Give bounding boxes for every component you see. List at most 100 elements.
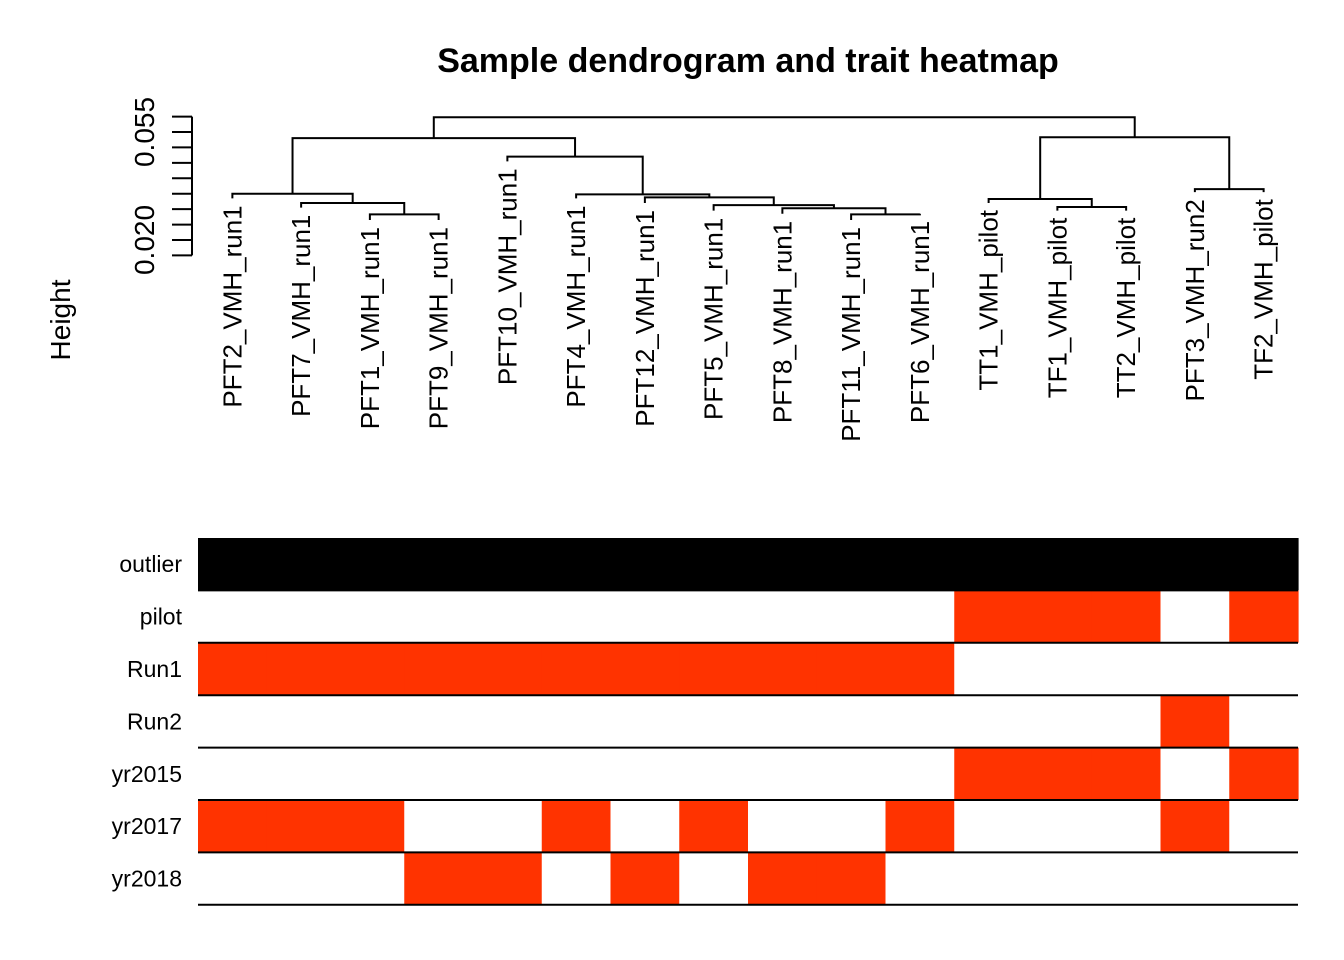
cell-outlier-2 bbox=[335, 538, 405, 591]
cell-yr2018-11 bbox=[954, 852, 1024, 905]
cell-pilot-1 bbox=[266, 590, 337, 643]
cell-yr2015-0 bbox=[198, 747, 268, 800]
cell-outlier-7 bbox=[679, 538, 749, 591]
cell-Run1-4 bbox=[473, 642, 543, 696]
cell-outlier-9 bbox=[816, 538, 887, 591]
cell-Run2-11 bbox=[954, 695, 1024, 748]
cell-pilot-10 bbox=[885, 590, 955, 643]
cell-yr2018-0 bbox=[198, 852, 268, 905]
cell-outlier-4 bbox=[473, 538, 543, 591]
leaf-label-3: PFT9_VMH_run1 bbox=[424, 227, 454, 429]
cell-yr2017-3 bbox=[404, 800, 474, 853]
trait-label-pilot: pilot bbox=[140, 604, 183, 630]
leaf-label-1: PFT7_VMH_run1 bbox=[286, 215, 316, 417]
y-axis-label: Height bbox=[45, 279, 76, 360]
cell-outlier-8 bbox=[748, 538, 818, 591]
cell-yr2017-11 bbox=[954, 800, 1024, 853]
cell-yr2015-15 bbox=[1229, 747, 1299, 800]
dendrogram-merge-m10 bbox=[291, 137, 577, 194]
cell-yr2015-8 bbox=[748, 747, 818, 800]
trait-label-yr2018: yr2018 bbox=[112, 866, 182, 892]
leaf-label-7: PFT5_VMH_run1 bbox=[699, 218, 729, 420]
cell-Run1-10 bbox=[885, 642, 955, 696]
leaf-label-13: TT2_VMH_pilot bbox=[1111, 217, 1141, 398]
cell-pilot-9 bbox=[816, 590, 887, 643]
cell-Run1-5 bbox=[541, 642, 612, 696]
cell-Run2-5 bbox=[541, 695, 612, 748]
trait-label-Run2: Run2 bbox=[127, 708, 182, 734]
y-tick-label-1: 0.055 bbox=[129, 97, 160, 167]
cell-yr2015-14 bbox=[1160, 747, 1230, 800]
trait-label-yr2017: yr2017 bbox=[112, 813, 182, 839]
cell-yr2017-8 bbox=[748, 800, 818, 853]
cell-Run2-3 bbox=[404, 695, 474, 748]
cell-Run2-4 bbox=[473, 695, 543, 748]
dendrogram-merge-m7 bbox=[643, 196, 775, 206]
cell-yr2018-15 bbox=[1229, 852, 1299, 905]
trait-label-outlier: outlier bbox=[119, 551, 182, 577]
cell-yr2018-5 bbox=[541, 852, 612, 905]
cell-yr2015-9 bbox=[816, 747, 887, 800]
cell-outlier-15 bbox=[1229, 538, 1299, 591]
dendrogram-merge-m1 bbox=[368, 213, 440, 220]
cell-pilot-8 bbox=[748, 590, 818, 643]
cell-pilot-4 bbox=[473, 590, 543, 643]
dendrogram-merge-m2 bbox=[300, 201, 406, 215]
cell-Run2-7 bbox=[679, 695, 749, 748]
cell-yr2017-12 bbox=[1023, 800, 1093, 853]
cell-pilot-5 bbox=[541, 590, 612, 643]
cell-Run2-10 bbox=[885, 695, 955, 748]
leaf-label-15: TF2_VMH_pilot bbox=[1249, 198, 1279, 379]
cell-pilot-13 bbox=[1091, 590, 1162, 643]
cell-yr2018-4 bbox=[473, 852, 543, 905]
cell-Run1-6 bbox=[610, 642, 680, 696]
cell-Run1-13 bbox=[1091, 642, 1162, 696]
cell-yr2015-2 bbox=[335, 747, 405, 800]
cell-outlier-10 bbox=[885, 538, 955, 591]
cell-Run1-7 bbox=[679, 642, 749, 696]
leaf-label-6: PFT12_VMH_run1 bbox=[630, 210, 660, 427]
leaf-label-11: TT1_VMH_pilot bbox=[974, 209, 1004, 390]
cell-outlier-12 bbox=[1023, 538, 1093, 591]
cell-Run2-8 bbox=[748, 695, 818, 748]
y-tick-label-0: 0.020 bbox=[129, 205, 160, 275]
cell-yr2017-1 bbox=[266, 800, 337, 853]
cell-outlier-6 bbox=[610, 538, 680, 591]
cell-outlier-1 bbox=[266, 538, 337, 591]
cell-yr2015-5 bbox=[541, 747, 612, 800]
cell-pilot-0 bbox=[198, 590, 268, 643]
cell-pilot-14 bbox=[1160, 590, 1230, 643]
cell-yr2017-10 bbox=[885, 800, 955, 853]
cell-outlier-3 bbox=[404, 538, 474, 591]
cell-yr2017-14 bbox=[1160, 800, 1230, 853]
cell-pilot-7 bbox=[679, 590, 749, 643]
cell-yr2015-10 bbox=[885, 747, 955, 800]
cell-Run2-0 bbox=[198, 695, 268, 748]
cell-yr2018-14 bbox=[1160, 852, 1230, 905]
cell-Run2-15 bbox=[1229, 695, 1299, 748]
cell-pilot-3 bbox=[404, 590, 474, 643]
chart-title: Sample dendrogram and trait heatmap bbox=[437, 42, 1059, 80]
cell-yr2017-2 bbox=[335, 800, 405, 853]
cell-Run1-2 bbox=[335, 642, 405, 696]
leaf-label-2: PFT1_VMH_run1 bbox=[355, 227, 385, 429]
cell-yr2018-7 bbox=[679, 852, 749, 905]
trait-label-Run1: Run1 bbox=[127, 656, 182, 682]
cell-yr2015-11 bbox=[954, 747, 1024, 800]
cell-yr2018-13 bbox=[1091, 852, 1162, 905]
cell-yr2017-5 bbox=[541, 800, 612, 853]
cell-yr2017-7 bbox=[679, 800, 749, 853]
cell-yr2018-3 bbox=[404, 852, 474, 905]
cell-pilot-12 bbox=[1023, 590, 1093, 643]
dendrogram-merge-m11 bbox=[1056, 205, 1128, 211]
cell-Run1-8 bbox=[748, 642, 818, 696]
cell-yr2015-1 bbox=[266, 747, 337, 800]
cell-yr2018-12 bbox=[1023, 852, 1093, 905]
cell-Run1-3 bbox=[404, 642, 474, 696]
leaf-label-14: PFT3_VMH_run2 bbox=[1180, 199, 1210, 401]
cell-yr2015-4 bbox=[473, 747, 543, 800]
dendrogram-merge-m13 bbox=[1193, 188, 1265, 193]
cell-Run2-14 bbox=[1160, 695, 1230, 748]
cell-outlier-11 bbox=[954, 538, 1024, 591]
